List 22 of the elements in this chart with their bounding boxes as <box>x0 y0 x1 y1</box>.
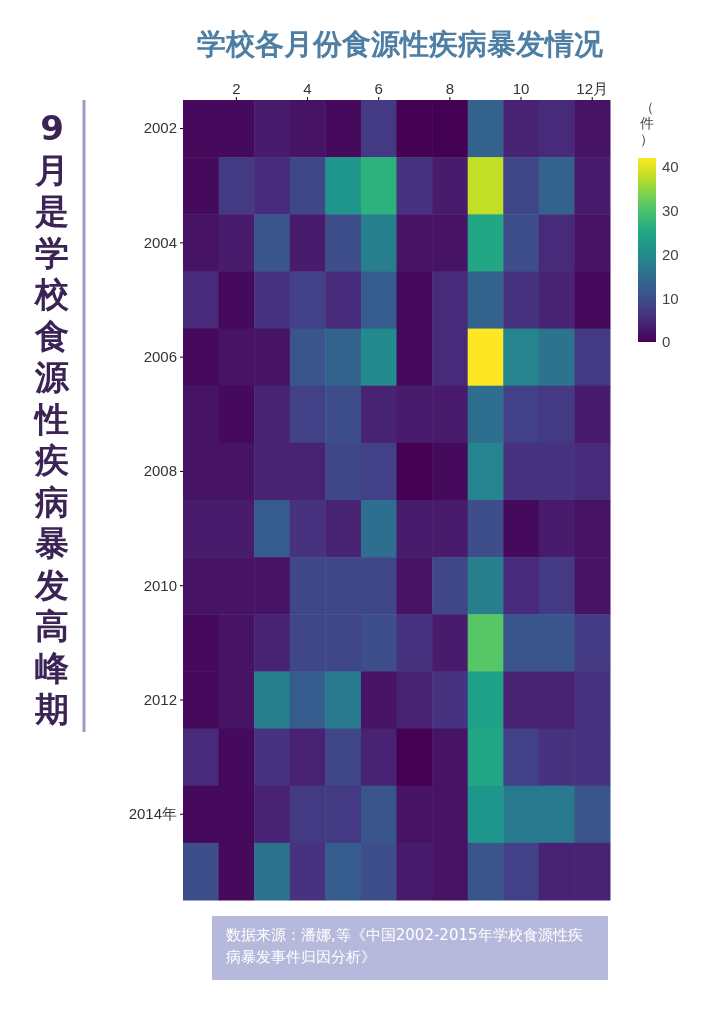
x-tick-label: 10 <box>512 80 530 97</box>
color-bar-label: 0 <box>662 333 671 351</box>
x-tick-label: 8 <box>445 80 455 97</box>
color-bar-label: 10 <box>662 289 679 307</box>
text: 9月是学校食源性疾病暴发高峰期 <box>35 108 69 729</box>
color-bar-label: 30 <box>662 201 679 219</box>
color-bar-label: 40 <box>662 158 679 176</box>
y-tick-label: 2012 <box>143 690 177 708</box>
y-tick-label: 2006 <box>143 347 177 365</box>
color-bar-title: （件） <box>640 99 654 147</box>
y-tick-label: 2002 <box>143 119 177 137</box>
color-bar-label: 20 <box>662 245 679 263</box>
y-tick-label: 2010 <box>143 576 177 594</box>
x-tick-label: 6 <box>374 80 383 97</box>
x-tick-label: 12月 <box>576 80 609 97</box>
y-tick-label: 2004 <box>143 233 177 251</box>
y-tick-label: 2008 <box>143 462 177 480</box>
chart-title: 学校各月份食源性疾病暴发情况 <box>197 27 604 61</box>
source-note: 数据来源：潘娜,等《中国2002-2015年学校食源性疾病暴发事件归因分析》 <box>212 916 608 980</box>
x-tick-label: 4 <box>303 80 312 97</box>
x-tick-label: 2 <box>232 80 241 97</box>
y-tick-label: 2014年 <box>128 805 177 823</box>
